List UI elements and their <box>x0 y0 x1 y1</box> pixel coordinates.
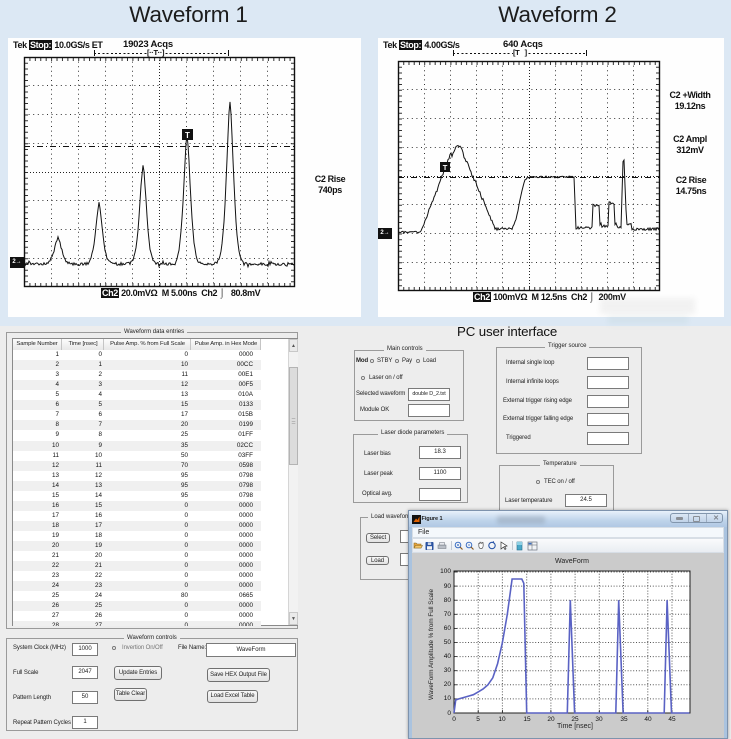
svg-text:T: T <box>443 163 448 172</box>
svg-text:T: T <box>185 131 190 140</box>
